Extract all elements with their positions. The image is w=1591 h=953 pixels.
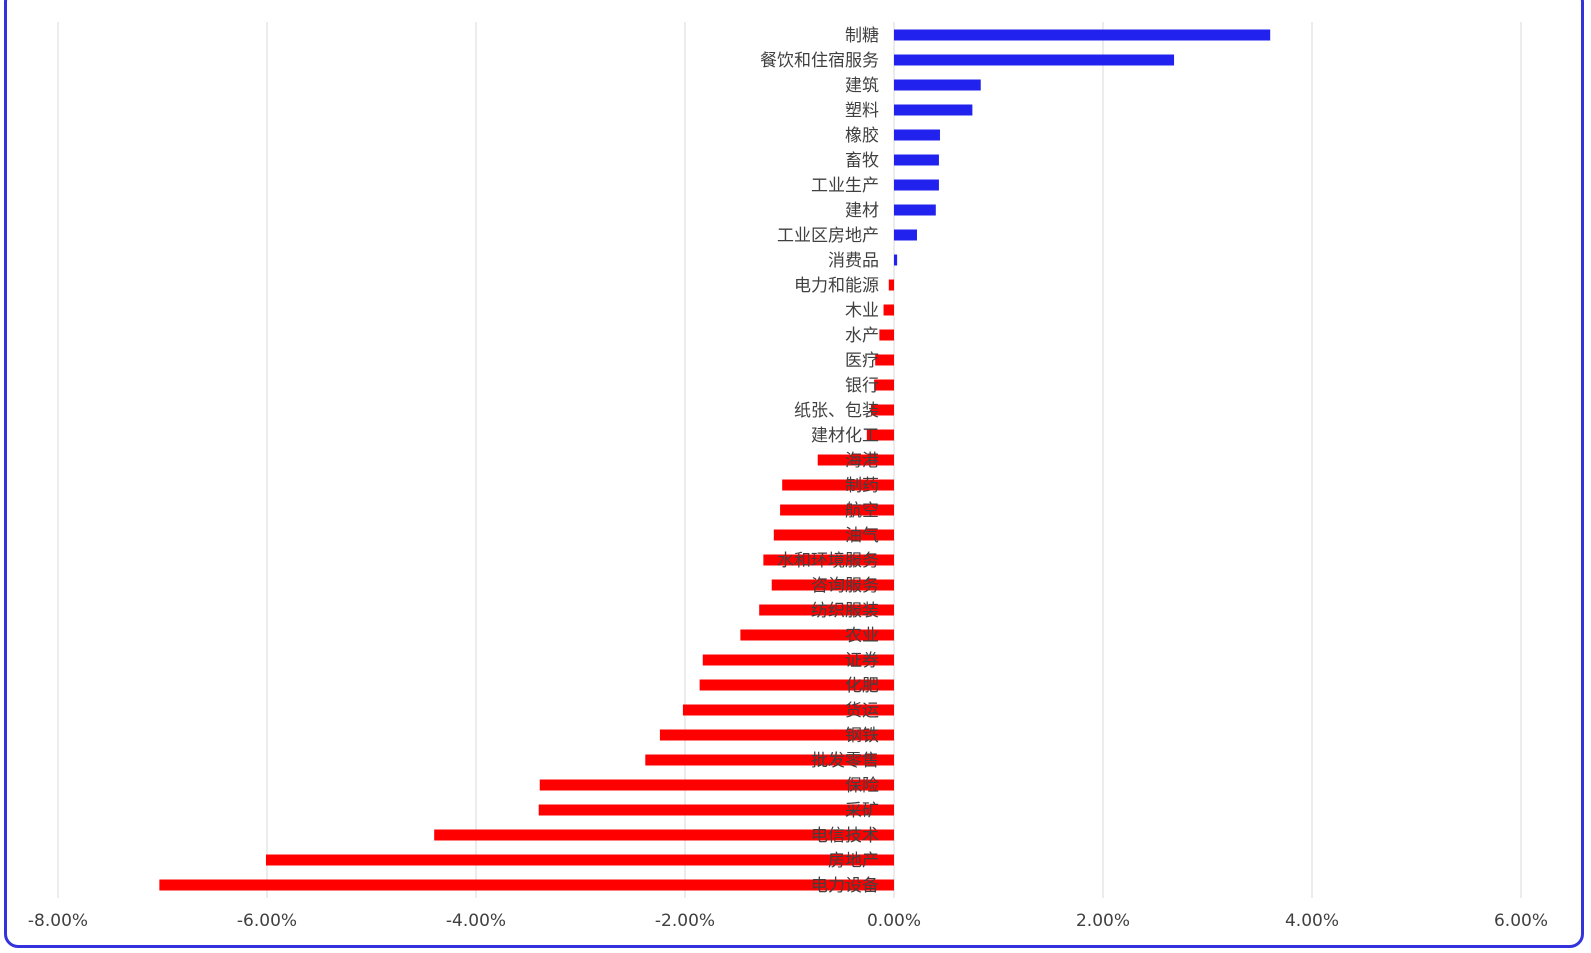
grid-lines <box>57 22 1522 898</box>
category-labels: 制糖餐饮和住宿服务建筑塑料橡胶畜牧工业生产建材工业区房地产消费品电力和能源木业水… <box>760 26 879 896</box>
category-label-11: 木业 <box>845 301 879 321</box>
category-label-12: 水产 <box>845 326 879 346</box>
category-label-6: 工业生产 <box>811 176 879 196</box>
bar-29 <box>645 754 894 766</box>
category-label-2: 建筑 <box>845 76 879 96</box>
bar-13 <box>875 354 894 366</box>
category-label-3: 塑料 <box>845 101 879 121</box>
bar-4 <box>894 129 940 141</box>
category-label-1: 餐饮和住宿服务 <box>760 51 879 71</box>
category-label-19: 航空 <box>845 501 879 521</box>
category-label-27: 货运 <box>845 701 879 721</box>
bar-32 <box>434 829 894 841</box>
bar-17 <box>817 454 894 466</box>
category-label-32: 电信技术 <box>811 826 879 846</box>
x-tick-label: -8.00% <box>28 911 88 931</box>
bar-33 <box>265 854 895 866</box>
x-tick-label: -6.00% <box>237 911 297 931</box>
bar-10 <box>888 279 894 291</box>
bar-5 <box>894 154 939 166</box>
bar-21 <box>763 554 894 566</box>
category-label-10: 电力和能源 <box>794 276 879 296</box>
bar-6 <box>894 179 939 191</box>
category-label-31: 采矿 <box>845 801 879 821</box>
category-label-5: 畜牧 <box>845 151 879 171</box>
bars <box>159 29 1271 891</box>
bar-12 <box>879 329 894 341</box>
category-label-14: 银行 <box>845 376 879 396</box>
bar-18 <box>782 479 894 491</box>
category-label-26: 化肥 <box>845 676 879 696</box>
bar-20 <box>773 529 894 541</box>
category-label-4: 橡胶 <box>845 126 879 146</box>
x-tick-label: 6.00% <box>1494 911 1548 931</box>
x-axis-ticks: -8.00% -6.00% -4.00% -2.00% 0.00% 2.00% 4.00% 6… <box>28 911 1548 931</box>
bar-14 <box>874 379 894 391</box>
bar-11 <box>883 304 894 316</box>
bar-9 <box>894 254 898 266</box>
bar-0 <box>894 29 1271 41</box>
bar-28 <box>659 729 894 741</box>
bar-1 <box>894 54 1175 66</box>
category-label-25: 证券 <box>845 651 879 671</box>
category-label-20: 油气 <box>845 526 879 546</box>
category-label-21: 水和环境服务 <box>777 551 879 571</box>
category-label-17: 海港 <box>845 451 879 471</box>
bar-27 <box>682 704 894 716</box>
category-label-8: 工业区房地产 <box>777 226 879 246</box>
bar-30 <box>539 779 894 791</box>
category-label-24: 农业 <box>845 626 879 646</box>
bar-22 <box>771 579 894 591</box>
category-label-29: 批发零售 <box>811 751 879 771</box>
x-tick-label: -4.00% <box>446 911 506 931</box>
category-label-9: 消费品 <box>828 251 879 271</box>
bar-34 <box>159 879 895 891</box>
category-label-15: 纸张、包装 <box>794 401 879 421</box>
bar-8 <box>894 229 917 241</box>
bar-7 <box>894 204 936 216</box>
bar-25 <box>702 654 894 666</box>
bar-26 <box>699 679 894 691</box>
bar-23 <box>759 604 894 616</box>
category-label-7: 建材 <box>845 201 879 221</box>
category-label-13: 医疗 <box>845 351 879 371</box>
bar-2 <box>894 79 981 91</box>
x-tick-label: 4.00% <box>1285 911 1339 931</box>
category-label-28: 钢铁 <box>845 726 879 746</box>
category-label-16: 建材化工 <box>811 426 879 446</box>
category-label-23: 纺织服装 <box>811 601 879 621</box>
category-label-0: 制糖 <box>845 26 879 46</box>
category-label-22: 咨询服务 <box>811 576 879 596</box>
bar-24 <box>740 629 894 641</box>
bar-19 <box>780 504 894 516</box>
x-tick-label: -2.00% <box>655 911 715 931</box>
category-label-33: 房地产 <box>828 851 879 871</box>
bar-16 <box>866 429 894 441</box>
x-tick-label: 0.00% <box>867 911 921 931</box>
category-label-30: 保险 <box>845 776 879 796</box>
x-tick-label: 2.00% <box>1076 911 1130 931</box>
category-label-34: 电力设备 <box>811 876 879 896</box>
category-label-18: 制药 <box>845 476 879 496</box>
bar-3 <box>894 104 973 116</box>
bar-15 <box>871 404 894 416</box>
bar-31 <box>538 804 894 816</box>
